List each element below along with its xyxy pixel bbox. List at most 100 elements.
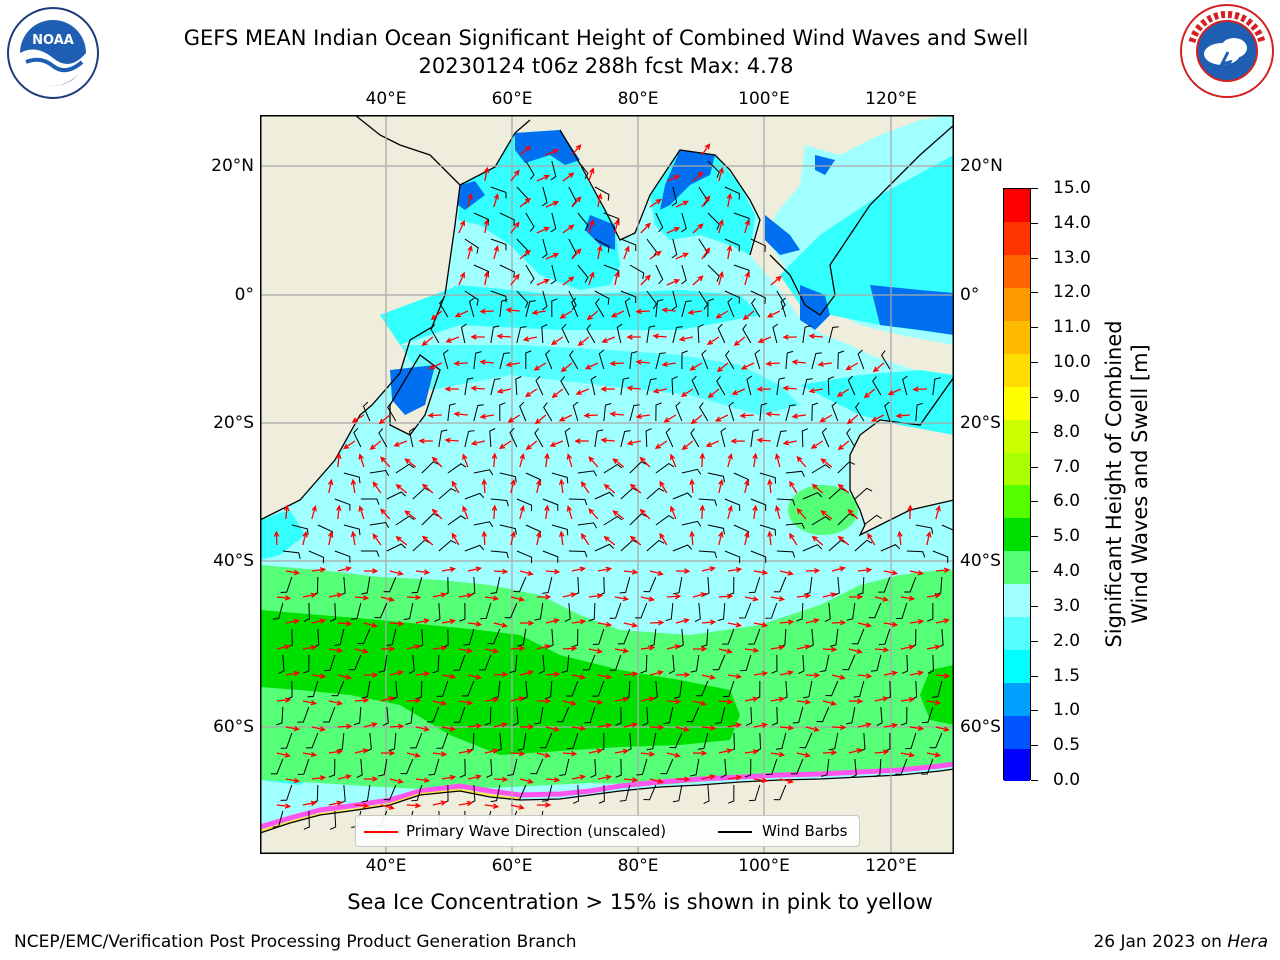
wave-direction-arrow	[681, 440, 694, 451]
wave-direction-arrow	[510, 804, 525, 810]
wave-direction-arrow	[601, 336, 616, 343]
wave-direction-arrow	[805, 726, 820, 732]
wave-direction-arrow	[510, 273, 520, 286]
lon-label-top-40e: 40°E	[365, 89, 407, 109]
wind-barb	[671, 186, 678, 207]
wave-direction-arrow	[796, 644, 811, 650]
wind-barb	[665, 602, 674, 622]
wave-direction-arrow	[680, 388, 694, 398]
wind-barb	[487, 628, 501, 645]
wind-barb	[901, 654, 909, 674]
wind-barb	[356, 758, 363, 779]
wind-barb	[534, 428, 544, 448]
wave-direction-arrow	[675, 776, 691, 783]
wave-direction-arrow	[867, 532, 876, 546]
wind-barb	[671, 290, 678, 311]
wave-direction-arrow	[525, 440, 538, 451]
wind-barb	[550, 212, 557, 233]
lon-label-bottom-120e: 120°E	[865, 856, 917, 876]
wave-direction-arrow	[519, 453, 525, 468]
wind-barb	[722, 628, 735, 645]
colorbar-tick-label: 6.0	[1053, 491, 1081, 512]
wind-barb	[395, 463, 415, 474]
wind-barb	[438, 488, 457, 500]
wind-barb	[490, 784, 501, 803]
wind-barb	[577, 522, 598, 529]
wind-barb	[617, 628, 631, 645]
wind-barb	[577, 212, 589, 231]
wind-barb	[297, 758, 310, 775]
wave-direction-arrow	[649, 778, 664, 784]
wave-direction-arrow	[675, 726, 690, 732]
wave-direction-arrow	[484, 697, 500, 703]
wave-direction-arrow	[493, 568, 509, 575]
ocean-1.0-patch	[660, 150, 715, 210]
wind-barb	[291, 524, 309, 535]
wind-barb	[802, 325, 812, 344]
wind-barb	[550, 264, 557, 285]
wind-barb	[525, 350, 532, 370]
wind-barb	[750, 429, 760, 448]
svg-text:NOAA: NOAA	[32, 33, 74, 48]
wave-direction-arrow	[727, 722, 743, 728]
wave-direction-arrow	[675, 252, 689, 260]
wind-barb	[643, 576, 657, 593]
wave-direction-arrow	[900, 696, 916, 703]
wave-direction-arrow	[883, 722, 899, 729]
wave-direction-arrow	[583, 412, 598, 419]
wind-barb	[463, 628, 475, 646]
wave-direction-arrow	[689, 478, 695, 494]
wind-barb	[699, 402, 709, 422]
wave-direction-arrow	[692, 750, 708, 756]
wind-barb	[724, 550, 741, 564]
wave-direction-arrow	[701, 674, 716, 680]
lat-label-left-60s: 60°S	[213, 717, 254, 737]
wind-barb	[603, 463, 623, 474]
wind-barb	[303, 810, 310, 830]
wave-direction-arrow	[588, 167, 595, 182]
wind-barb	[668, 654, 675, 675]
wind-barb	[459, 758, 466, 778]
wave-direction-arrow	[669, 505, 677, 520]
wind-barb	[509, 427, 518, 448]
wind-barb	[405, 706, 414, 725]
wave-direction-arrow	[669, 453, 677, 468]
wave-direction-arrow	[454, 310, 469, 318]
wind-barb	[873, 758, 882, 778]
wind-barb	[854, 402, 865, 422]
wind-barb	[577, 470, 598, 477]
wave-direction-arrow	[380, 596, 395, 602]
wave-direction-arrow	[666, 644, 681, 650]
wave-direction-arrow	[491, 504, 498, 520]
wave-direction-arrow	[718, 748, 733, 754]
wind-barb	[906, 550, 926, 558]
wind-barb	[619, 784, 631, 802]
colorbar-segment	[1004, 189, 1030, 223]
wind-barb	[564, 602, 571, 623]
wind-barb	[541, 238, 548, 259]
wave-direction-arrow	[805, 672, 821, 678]
wave-direction-arrow	[510, 696, 525, 702]
wave-direction-arrow	[519, 670, 534, 676]
wave-direction-arrow	[649, 724, 665, 731]
wind-barb	[542, 550, 559, 563]
wave-direction-arrow	[467, 621, 483, 627]
footer-date-text: 26 Jan 2023 on	[1093, 932, 1228, 952]
colorbar-tick-mark	[1031, 292, 1038, 294]
wind-barb	[837, 461, 856, 474]
wave-direction-arrow	[462, 453, 469, 468]
wind-barb	[868, 602, 882, 619]
wave-direction-arrow	[483, 166, 490, 182]
wind-barb	[902, 375, 908, 396]
wave-direction-arrow	[935, 672, 951, 679]
ocean-1.0-patch	[515, 130, 580, 165]
wind-barb	[541, 186, 548, 207]
wave-direction-arrow	[744, 530, 750, 546]
wind-barb	[846, 602, 856, 621]
wave-direction-arrow	[779, 619, 795, 625]
wave-direction-arrow	[863, 388, 876, 399]
wind-barb	[538, 654, 545, 675]
wind-barb	[634, 602, 648, 619]
wind-barb	[480, 602, 492, 620]
wave-direction-arrow	[571, 674, 587, 680]
